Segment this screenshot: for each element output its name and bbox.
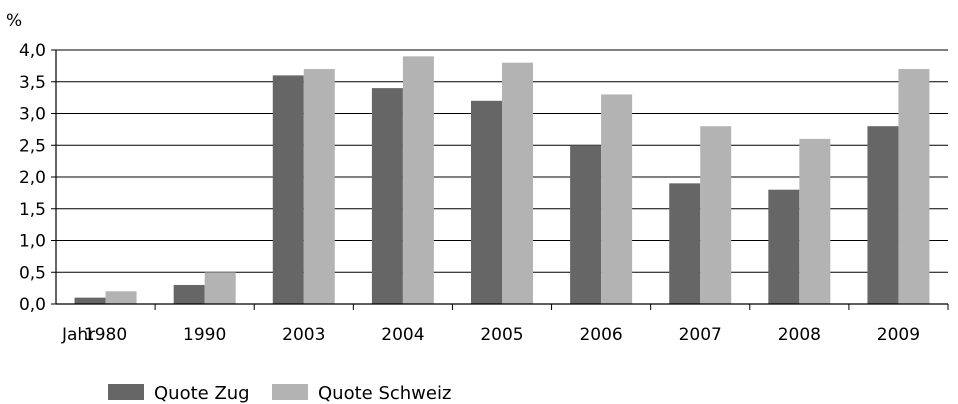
bar-quote-zug-2006 <box>570 145 602 304</box>
x-tick-label: 1990 <box>183 325 226 345</box>
y-axis-ticks: 0,0 0,5 1,0 1,5 2,0 2,5 3,0 3,5 4,0 <box>19 41 56 315</box>
x-axis-prefix-label: Jahr <box>61 325 95 345</box>
y-tick-label: 0,5 <box>19 263 46 283</box>
x-tick-label: 2004 <box>381 325 424 345</box>
y-tick-label: 3,0 <box>19 105 46 125</box>
bar-quote-schweiz-2006 <box>601 94 633 304</box>
bar-quote-schweiz-2003 <box>303 69 335 304</box>
bar-quote-zug-2004 <box>371 88 403 304</box>
bar-quote-zug-2005 <box>471 100 502 304</box>
x-tick-label: 2009 <box>877 325 920 345</box>
y-tick-label: 2,5 <box>19 136 46 156</box>
bar-quote-schweiz-1980 <box>105 291 137 304</box>
y-tick-label: 1,0 <box>19 232 46 252</box>
legend-swatch-quote-schweiz <box>272 384 308 400</box>
y-tick-label: 1,5 <box>19 200 46 220</box>
bars <box>74 56 930 305</box>
legend-swatch-quote-zug <box>108 384 144 400</box>
x-tick-label: 2008 <box>778 325 821 345</box>
bar-quote-zug-2003 <box>272 75 304 305</box>
bar-quote-schweiz-2008 <box>799 138 831 304</box>
bar-quote-zug-1990 <box>173 284 205 304</box>
bar-quote-schweiz-1990 <box>204 272 236 304</box>
bar-quote-schweiz-2007 <box>700 126 732 304</box>
y-tick-label: 0,0 <box>19 295 46 315</box>
bar-quote-zug-1980 <box>74 297 106 304</box>
x-tick-label: 2006 <box>579 325 622 345</box>
legend-label-quote-zug: Quote Zug <box>154 383 250 404</box>
y-axis-unit-label: % <box>6 11 22 31</box>
bar-quote-schweiz-2004 <box>402 56 434 304</box>
bar-quote-schweiz-2005 <box>502 62 533 305</box>
x-tick-label: 2007 <box>679 325 722 345</box>
bar-quote-zug-2008 <box>768 189 800 304</box>
x-tick-label: 2003 <box>282 325 325 345</box>
bar-quote-zug-2007 <box>669 183 701 304</box>
x-tick-label: 2005 <box>480 325 523 345</box>
bar-quote-schweiz-2009 <box>898 69 930 304</box>
x-tick-label: 1980 <box>84 325 127 345</box>
y-tick-label: 3,5 <box>19 73 46 93</box>
legend-label-quote-schweiz: Quote Schweiz <box>318 383 451 404</box>
bar-quote-zug-2009 <box>867 126 899 304</box>
y-tick-label: 2,0 <box>19 168 46 188</box>
y-tick-label: 4,0 <box>19 41 46 61</box>
x-axis-ticks: 1980 1990 2003 2004 2005 2006 2007 2008 2009 <box>55 50 949 345</box>
legend: Quote Zug Quote Schweiz <box>108 383 451 404</box>
